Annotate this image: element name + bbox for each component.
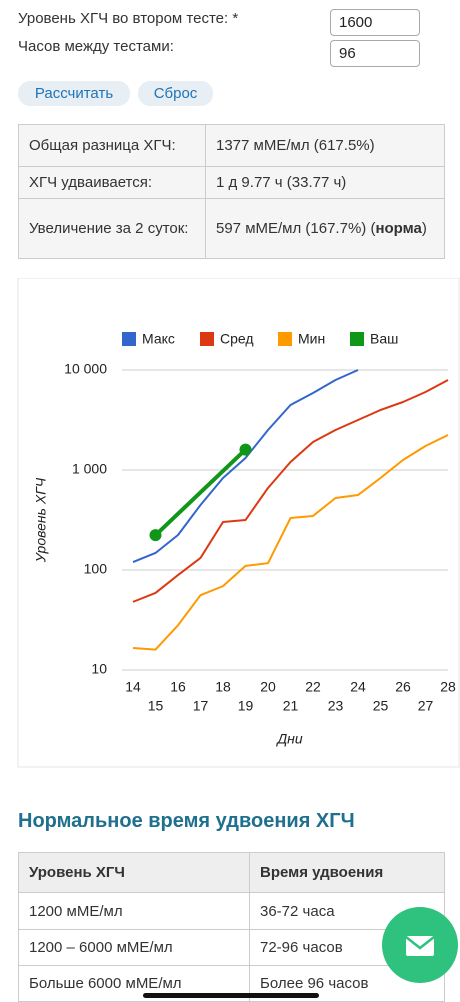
x-tick-label: 14 xyxy=(125,679,141,695)
y-tick-label: 10 xyxy=(91,661,107,677)
field-label: Уровень ХГЧ во втором тесте: * xyxy=(18,10,239,27)
x-tick-label: 23 xyxy=(328,698,344,714)
results-row: Общая разница ХГЧ: 1377 мМЕ/мл (617.5%) xyxy=(18,124,445,167)
cell: 1377 мМЕ/мл (617.5%) xyxy=(205,124,445,167)
y-tick-label: 1 000 xyxy=(72,461,107,477)
data-point xyxy=(149,529,162,542)
legend-label: Макс xyxy=(142,331,175,347)
home-indicator xyxy=(143,993,319,998)
x-tick-label: 21 xyxy=(283,698,299,714)
x-tick-label: 16 xyxy=(170,679,186,695)
y-tick-label: 100 xyxy=(84,561,108,577)
field-label: Часов между тестами: xyxy=(18,38,174,55)
section-heading: Нормальное время удвоения ХГЧ xyxy=(18,810,355,832)
results-table: Общая разница ХГЧ: 1377 мМЕ/мл (617.5%) … xyxy=(18,124,445,259)
text: ) xyxy=(421,220,427,237)
calculate-button[interactable]: Рассчитать xyxy=(18,81,130,106)
envelope-flap xyxy=(405,936,435,950)
email-button[interactable] xyxy=(380,905,460,985)
text: 597 мМЕ/мл (167.7%) ( xyxy=(216,220,376,237)
legend-label: Сред xyxy=(220,331,254,347)
cell: 1200 мМЕ/мл xyxy=(18,892,250,930)
x-tick-label: 19 xyxy=(238,698,254,714)
legend-swatch xyxy=(200,332,214,346)
cell: Увеличение за 2 суток: xyxy=(18,198,206,259)
results-row: Увеличение за 2 суток: 597 мМЕ/мл (167.7… xyxy=(18,198,445,259)
chart-frame xyxy=(17,278,460,768)
y-axis-title: Уровень ХГЧ xyxy=(33,477,49,563)
row: 1200 мМЕ/мл 36-72 часа xyxy=(18,892,445,930)
text-input[interactable]: 1600 xyxy=(330,9,420,36)
legend-swatch xyxy=(122,332,136,346)
series-line xyxy=(132,434,449,651)
x-tick-label: 26 xyxy=(395,679,411,695)
header-cell: Уровень ХГЧ xyxy=(18,852,250,893)
x-tick-label: 17 xyxy=(193,698,209,714)
series-line xyxy=(154,448,247,537)
x-tick-label: 25 xyxy=(373,698,389,714)
data-point xyxy=(239,443,252,456)
cell: 597 мМЕ/мл (167.7%) (норма) xyxy=(205,198,445,259)
x-tick-label: 27 xyxy=(418,698,434,714)
reset-button[interactable]: Сброс xyxy=(138,81,213,106)
cell: 1 д 9.77 ч (33.77 ч) xyxy=(205,166,445,199)
series-line xyxy=(132,379,449,603)
x-tick-label: 22 xyxy=(305,679,321,695)
header-row: Уровень ХГЧ Время удвоения xyxy=(18,852,445,893)
x-tick-label: 28 xyxy=(440,679,456,695)
y-tick-label: 10 000 xyxy=(64,361,107,377)
series-line xyxy=(132,369,359,564)
x-tick-label: 15 xyxy=(148,698,164,714)
legend-label: Мин xyxy=(298,331,325,347)
legend-swatch xyxy=(350,332,364,346)
chart: Уровень ХГЧ Дни 10 100 1 000 10 000 14 15 16 17… xyxy=(17,278,460,768)
doubling-table: Уровень ХГЧ Время удвоения 1200 мМЕ/мл 3… xyxy=(18,852,445,1002)
header-cell: Время удвоения xyxy=(249,852,445,893)
legend-label: Ваш xyxy=(370,331,398,347)
status: норма xyxy=(375,220,422,237)
x-axis-title: Дни xyxy=(275,731,303,747)
text-input[interactable]: 96 xyxy=(330,40,420,67)
cell: Общая разница ХГЧ: xyxy=(18,124,206,167)
x-tick-label: 24 xyxy=(350,679,366,695)
x-tick-label: 18 xyxy=(215,679,231,695)
legend-swatch xyxy=(278,332,292,346)
cell: ХГЧ удваивается: xyxy=(18,166,206,199)
cell: 1200 – 6000 мМЕ/мл xyxy=(18,929,250,966)
x-tick-label: 20 xyxy=(260,679,276,695)
results-row: ХГЧ удваивается: 1 д 9.77 ч (33.77 ч) xyxy=(18,166,445,199)
